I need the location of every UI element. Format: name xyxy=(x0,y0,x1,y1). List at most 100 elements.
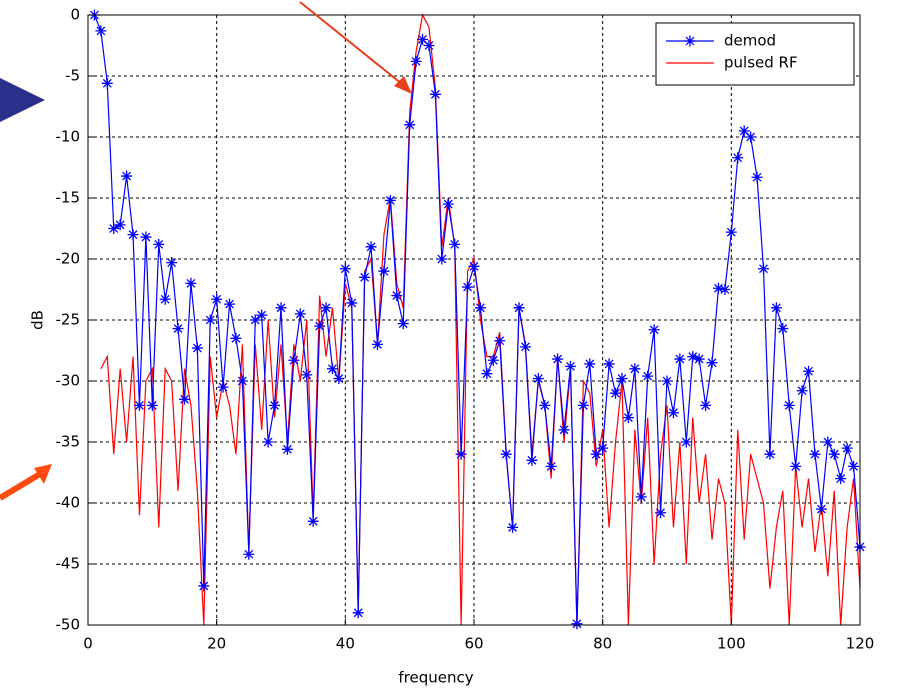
marker xyxy=(494,335,506,347)
marker xyxy=(590,448,602,460)
blue-pointer xyxy=(0,78,45,122)
marker xyxy=(487,354,499,366)
marker xyxy=(191,342,203,354)
marker xyxy=(719,284,731,295)
legend-box xyxy=(655,22,855,86)
marker xyxy=(346,297,358,309)
marker xyxy=(204,314,216,326)
marker xyxy=(307,515,319,527)
marker xyxy=(314,320,326,332)
marker xyxy=(796,385,808,397)
marker xyxy=(455,448,467,460)
x-tick-label: 40 xyxy=(336,635,355,653)
x-tick-label: 60 xyxy=(464,635,483,653)
marker xyxy=(326,363,338,375)
marker xyxy=(468,260,480,272)
marker xyxy=(436,253,448,265)
marker xyxy=(288,354,300,366)
legend-label: pulsed RF xyxy=(724,54,798,72)
marker xyxy=(507,521,519,533)
marker xyxy=(764,448,776,460)
marker xyxy=(519,341,531,353)
marker xyxy=(597,442,609,454)
marker xyxy=(700,399,712,411)
y-tick-label: -40 xyxy=(56,494,81,512)
marker xyxy=(758,263,769,275)
marker xyxy=(777,323,789,335)
marker xyxy=(301,369,313,381)
marker xyxy=(513,302,525,314)
marker xyxy=(153,238,165,250)
marker xyxy=(738,125,750,137)
legend-label: demod xyxy=(724,32,776,50)
marker xyxy=(841,442,853,454)
orange-arrow xyxy=(0,471,42,501)
marker xyxy=(133,399,145,411)
marker xyxy=(449,238,461,250)
marker xyxy=(462,281,474,293)
marker xyxy=(146,399,158,411)
marker xyxy=(372,338,383,350)
marker xyxy=(577,399,589,411)
marker xyxy=(166,257,178,269)
y-tick-label: -30 xyxy=(56,372,81,390)
marker xyxy=(391,290,403,302)
series-line xyxy=(93,14,861,624)
marker xyxy=(236,375,248,387)
marker xyxy=(539,399,551,411)
y-tick-label: -20 xyxy=(56,250,81,268)
marker xyxy=(725,226,737,238)
marker xyxy=(558,424,570,436)
y-axis-label: dB xyxy=(29,310,47,330)
x-tick-label: 120 xyxy=(846,635,875,653)
marker xyxy=(339,263,351,275)
marker xyxy=(172,323,184,335)
marker xyxy=(648,324,660,336)
marker xyxy=(635,491,647,503)
marker xyxy=(365,241,377,253)
marker xyxy=(642,370,654,382)
legend: demod pulsed RF xyxy=(655,22,855,86)
marker xyxy=(680,436,692,448)
marker xyxy=(809,448,821,460)
marker xyxy=(848,460,860,472)
x-tick-label: 80 xyxy=(593,635,612,653)
marker xyxy=(404,119,416,131)
marker xyxy=(108,223,120,234)
marker xyxy=(481,368,493,380)
lines xyxy=(88,9,866,630)
marker xyxy=(159,293,171,305)
marker xyxy=(674,353,686,365)
marker xyxy=(397,318,409,330)
marker xyxy=(114,219,126,231)
marker xyxy=(500,448,512,460)
marker xyxy=(256,309,268,321)
marker xyxy=(262,436,274,448)
marker xyxy=(822,436,834,448)
marker xyxy=(423,40,435,51)
orange-arrowhead xyxy=(34,464,52,484)
marker xyxy=(320,302,332,314)
marker xyxy=(655,507,667,519)
marker xyxy=(835,473,847,485)
marker xyxy=(603,358,615,370)
marker xyxy=(712,282,724,294)
marker xyxy=(687,351,699,363)
marker xyxy=(294,308,306,320)
marker xyxy=(571,618,583,630)
y-tick-label: -35 xyxy=(56,433,81,451)
marker xyxy=(616,373,628,385)
marker xyxy=(790,460,802,472)
y-tick-label: -5 xyxy=(65,67,80,85)
marker xyxy=(532,373,544,385)
marker xyxy=(217,381,229,393)
marker xyxy=(230,332,242,344)
marker xyxy=(140,231,152,243)
marker xyxy=(417,33,429,45)
marker xyxy=(770,302,782,314)
marker xyxy=(352,607,364,619)
marker xyxy=(384,194,396,206)
marker xyxy=(410,55,422,67)
marker xyxy=(224,298,236,310)
